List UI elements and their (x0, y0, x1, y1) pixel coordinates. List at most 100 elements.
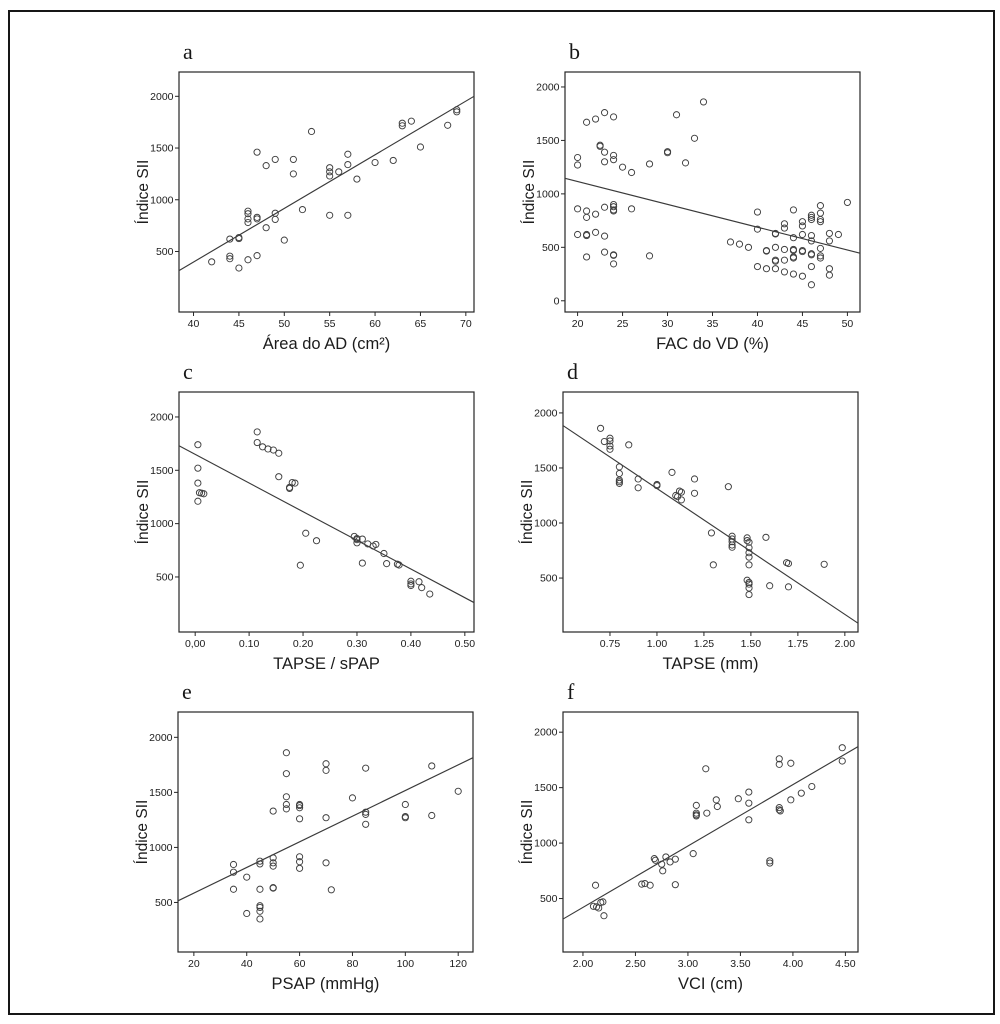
data-point (784, 559, 793, 568)
x-tick-label: 45 (233, 318, 245, 330)
data-points (194, 428, 434, 598)
x-tick-label: 20 (188, 958, 200, 970)
data-point (194, 479, 202, 487)
data-point (335, 168, 343, 176)
data-point (383, 560, 391, 568)
data-point (401, 814, 409, 822)
x-tick-label: 0,00 (185, 638, 206, 650)
data-point (275, 449, 283, 457)
x-tick-label: 70 (460, 318, 472, 330)
data-point (615, 463, 623, 471)
data-point (798, 248, 807, 256)
data-point (645, 160, 654, 168)
x-tick-label: 1.00 (647, 638, 668, 650)
data-point (771, 265, 780, 273)
data-point (615, 479, 623, 487)
regression-line (562, 425, 859, 624)
x-axis-label: FAC do VD (%) (656, 335, 769, 353)
data-point (743, 576, 751, 584)
data-point (798, 272, 807, 280)
y-axis-label: Índice SII (135, 160, 152, 225)
scatter-chart-psap: 500 1000 1500 2000 20 40 60 80 100 120 PSAP (mmHg)… (134, 711, 474, 993)
data-point (789, 270, 798, 278)
data-point (734, 795, 742, 803)
data-point (820, 560, 828, 568)
data-point (745, 549, 753, 557)
data-point (600, 437, 608, 446)
data-point (243, 873, 251, 881)
data-point (838, 757, 846, 765)
data-point (282, 770, 290, 778)
data-point (269, 859, 277, 867)
data-point (672, 111, 681, 119)
y-tick-label: 1000 (150, 194, 174, 206)
y-axis: 0 500 1000 1500 2000 (536, 81, 565, 307)
data-point (745, 799, 753, 807)
regression-line (177, 757, 474, 902)
x-axis: 20 25 30 35 40 45 50 (572, 312, 853, 330)
data-point (298, 206, 307, 214)
data-point (253, 252, 261, 260)
data-point (256, 860, 264, 868)
data-point (728, 538, 736, 546)
data-point (771, 243, 780, 251)
data-point (256, 903, 264, 911)
x-tick-label: 0.20 (293, 638, 314, 650)
x-tick-label: 60 (294, 958, 306, 970)
data-point (816, 244, 825, 252)
data-point (816, 218, 825, 226)
y-axis-label: Índice SII (521, 160, 538, 225)
data-point (745, 538, 753, 546)
x-axis-label: VCI (cm) (678, 975, 743, 993)
data-point (362, 764, 370, 772)
y-axis-label: Índice SII (519, 480, 536, 545)
data-point (797, 789, 805, 797)
data-point (712, 796, 720, 804)
data-point (592, 228, 600, 236)
data-point (787, 796, 795, 804)
data-point (726, 238, 735, 246)
y-tick-label: 2000 (149, 732, 173, 744)
data-point (583, 253, 591, 261)
data-points (229, 749, 462, 923)
data-point (775, 804, 783, 812)
data-point (312, 537, 321, 545)
data-point (453, 108, 461, 116)
data-points (597, 424, 828, 599)
data-point (296, 864, 304, 872)
y-tick-label: 1500 (534, 462, 558, 474)
data-point (825, 271, 833, 279)
data-point (289, 155, 297, 163)
data-point (709, 561, 717, 569)
data-point (609, 260, 618, 268)
data-point (753, 208, 762, 216)
data-point (235, 234, 243, 243)
data-point (641, 879, 649, 888)
data-point (609, 203, 618, 211)
data-point (724, 483, 732, 491)
data-point (407, 117, 415, 125)
data-point (353, 175, 361, 183)
data-point (728, 532, 736, 540)
x-tick-label: 40 (241, 958, 253, 970)
regression-line (562, 746, 859, 920)
data-point (789, 234, 798, 242)
data-point (348, 794, 357, 802)
x-tick-label: 0.50 (455, 638, 476, 650)
y-tick-label: 500 (156, 246, 174, 258)
panel-letter-e: e (182, 679, 192, 704)
data-point (600, 109, 609, 117)
data-point (825, 237, 833, 245)
data-point (358, 559, 366, 567)
y-tick-label: 1500 (150, 143, 174, 155)
data-point (253, 148, 261, 156)
data-point (395, 561, 403, 569)
y-axis: 500 1000 1500 2000 (149, 732, 178, 909)
data-point (728, 543, 736, 551)
y-tick-label: 500 (155, 897, 173, 909)
x-tick-label: 100 (397, 958, 415, 970)
regression-line (178, 95, 475, 272)
data-point (609, 156, 618, 164)
data-point (235, 264, 243, 272)
data-point (253, 215, 261, 223)
